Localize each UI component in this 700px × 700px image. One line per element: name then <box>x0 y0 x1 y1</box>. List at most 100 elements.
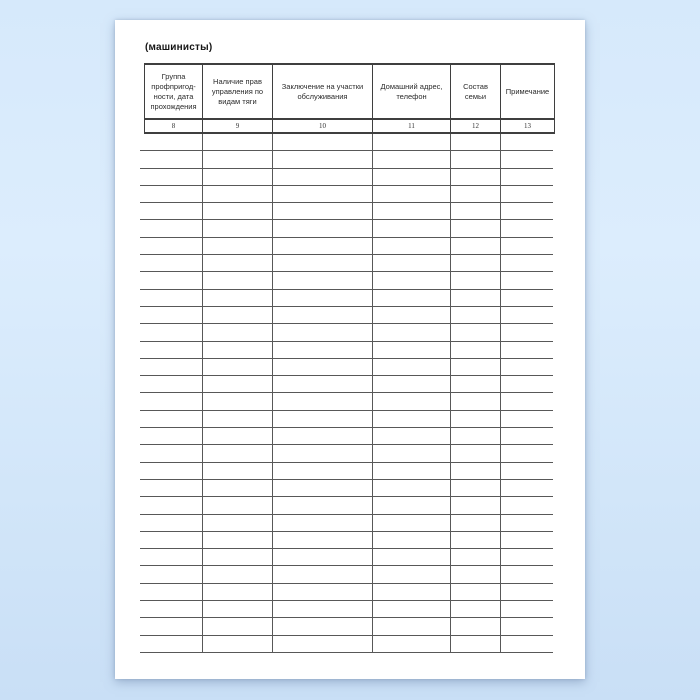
table-row <box>140 255 554 273</box>
table-cell <box>501 376 554 392</box>
column-number-9: 9 <box>203 120 273 132</box>
table-cell <box>373 393 451 410</box>
table-cell <box>203 393 273 410</box>
table-cell <box>451 289 501 306</box>
table-row <box>140 324 554 342</box>
table-cell <box>145 306 203 324</box>
table-cell <box>451 514 501 531</box>
table-cell <box>501 480 554 496</box>
table-cell <box>501 238 554 254</box>
table-cell <box>501 151 554 167</box>
table-cell <box>203 220 273 237</box>
table-cell <box>273 237 373 255</box>
column-header-family: Состав семьи <box>451 65 501 118</box>
table-cell <box>145 358 203 376</box>
table-cell <box>203 479 273 497</box>
table-cell <box>501 584 554 600</box>
column-number-row: 8 9 10 11 12 13 <box>145 118 554 132</box>
table-cell <box>373 514 451 531</box>
page-title: (машинисты) <box>145 42 213 53</box>
table-cell <box>501 601 554 617</box>
table-cell <box>203 566 273 583</box>
table-cell <box>203 289 273 306</box>
table-cell <box>203 272 273 289</box>
column-number-13: 13 <box>524 122 531 130</box>
table-cell <box>203 324 273 341</box>
table-cell <box>145 151 203 168</box>
table-cell <box>373 635 451 652</box>
table-cell <box>451 462 501 479</box>
table-cell <box>203 134 273 151</box>
table-cell <box>501 359 554 375</box>
table-cell <box>501 532 554 548</box>
table-row <box>140 168 553 186</box>
table-cell <box>451 549 501 566</box>
table-cell <box>203 583 273 601</box>
table-cell <box>373 618 451 635</box>
table-cell <box>273 272 373 289</box>
table-cell <box>501 203 554 219</box>
table-row <box>140 272 554 290</box>
table-cell <box>273 324 373 341</box>
table-cell <box>451 566 501 583</box>
table-cell <box>451 445 501 462</box>
column-header-conclusion: Заключение на участки обслуживания <box>273 65 373 118</box>
table-cell <box>273 168 373 185</box>
table-row <box>140 220 553 238</box>
table-cell <box>273 497 373 514</box>
table-cell <box>145 601 203 618</box>
table-cell <box>501 272 554 288</box>
table-cell <box>203 497 273 514</box>
table-cell <box>203 168 273 185</box>
table-cell <box>203 203 273 220</box>
column-header-profgroup: Группа профпригод- ности, дата прохожден… <box>145 65 203 118</box>
column-number-8: 8 <box>145 120 203 132</box>
table-cell <box>451 583 501 601</box>
table-cell <box>273 410 373 428</box>
table-cell <box>451 220 501 237</box>
table-row <box>140 289 553 307</box>
table-cell <box>145 410 203 428</box>
table-cell <box>501 445 554 461</box>
table-cell <box>451 185 501 203</box>
table-row <box>140 497 553 515</box>
column-header-note: Примечание <box>505 86 550 96</box>
table-cell <box>203 549 273 566</box>
table-cell <box>451 255 501 272</box>
table-cell <box>451 341 501 358</box>
table-cell <box>145 134 203 151</box>
table-cell <box>373 237 451 255</box>
table-cell <box>273 635 373 652</box>
table-cell <box>203 445 273 462</box>
table-cell <box>373 601 451 618</box>
table-cell <box>203 601 273 618</box>
table-cell <box>373 358 451 376</box>
table-cell <box>373 531 451 549</box>
table-cell <box>203 428 273 445</box>
table-cell <box>451 497 501 514</box>
table-cell <box>373 220 451 237</box>
table-cell <box>501 255 554 271</box>
table-cell <box>373 376 451 393</box>
table-cell <box>273 220 373 237</box>
table-cell <box>501 428 554 444</box>
table-cell <box>451 428 501 445</box>
table-cell <box>273 549 373 566</box>
table-row <box>140 445 554 463</box>
table-cell <box>145 635 203 652</box>
table-row <box>140 566 554 584</box>
machinists-table: Группа профпригод- ности, дата прохожден… <box>140 63 555 653</box>
table-cell <box>451 134 501 151</box>
table-cell <box>501 393 554 409</box>
table-cell <box>501 463 554 479</box>
table-cell <box>203 531 273 549</box>
document-page: (машинисты) Группа профпригод- ности, да… <box>115 20 585 679</box>
table-cell <box>451 358 501 376</box>
table-cell <box>501 566 554 582</box>
table-cell <box>273 341 373 358</box>
table-row <box>140 462 554 480</box>
table-cell <box>451 272 501 289</box>
table-cell <box>501 324 554 340</box>
table-cell <box>273 566 373 583</box>
table-cell <box>145 428 203 445</box>
